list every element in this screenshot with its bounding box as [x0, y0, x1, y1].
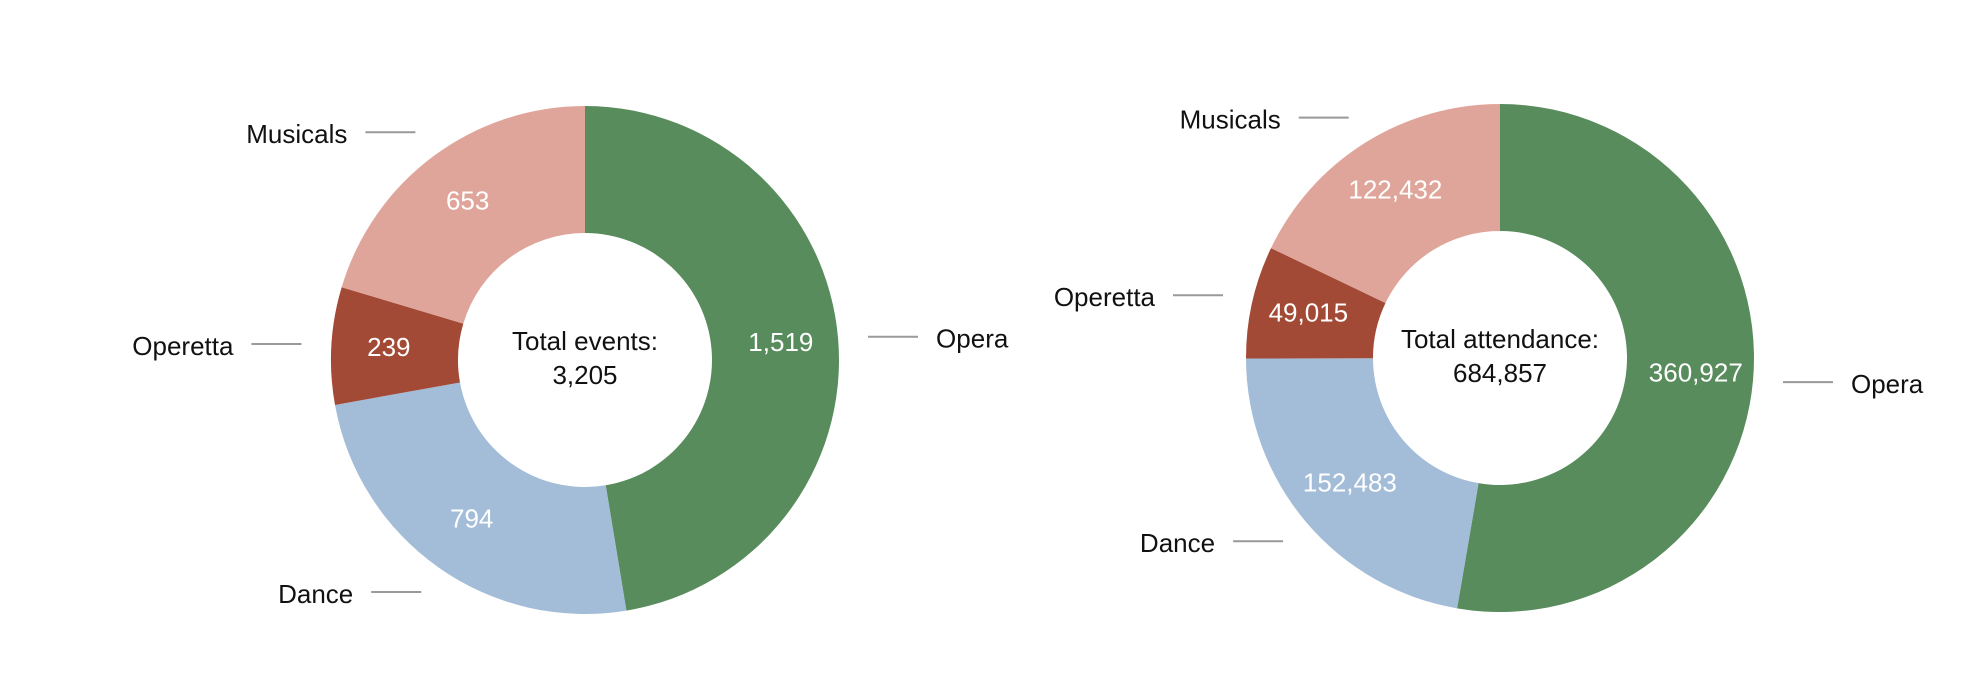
- category-label: Operetta: [132, 331, 234, 361]
- slice: [341, 106, 585, 324]
- value-label: 239: [367, 332, 410, 362]
- category-label: Musicals: [246, 119, 347, 149]
- slice: [1271, 104, 1500, 304]
- category-label: Dance: [278, 579, 353, 609]
- category-label: Opera: [1851, 369, 1924, 399]
- value-label: 49,015: [1269, 297, 1349, 327]
- slice: [331, 287, 464, 405]
- slice: [585, 106, 839, 611]
- slice: [1457, 104, 1755, 612]
- value-label: 794: [450, 503, 493, 533]
- value-label: 360,927: [1649, 358, 1743, 388]
- category-label: Operetta: [1054, 282, 1156, 312]
- value-label: 152,483: [1303, 468, 1397, 498]
- center-text: Total events:: [512, 326, 658, 356]
- value-label: 122,432: [1348, 175, 1442, 205]
- value-label: 1,519: [748, 327, 813, 357]
- category-label: Opera: [936, 324, 1009, 354]
- slice: [335, 382, 627, 614]
- category-label: Dance: [1140, 528, 1215, 558]
- category-label: Musicals: [1180, 104, 1281, 134]
- slice: [1246, 248, 1386, 359]
- center-text: 684,857: [1453, 358, 1547, 388]
- slice: [1246, 358, 1479, 609]
- center-text: 3,205: [552, 360, 617, 390]
- value-label: 653: [446, 185, 489, 215]
- center-text: Total attendance:: [1401, 324, 1599, 354]
